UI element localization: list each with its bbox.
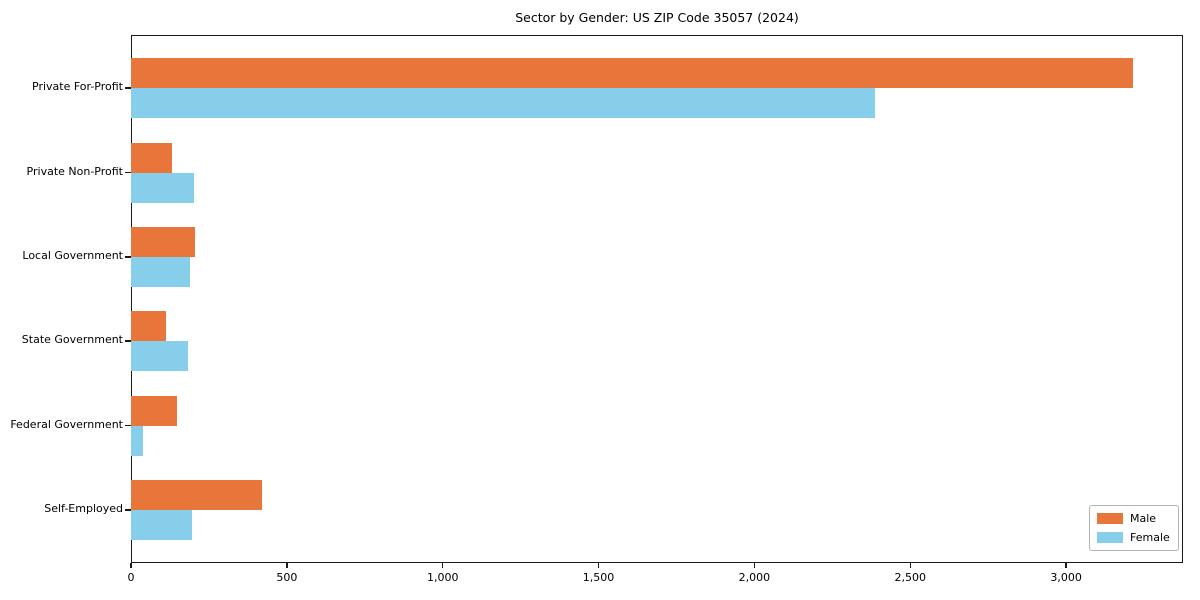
x-tick-label-3000: 3,000 bbox=[1050, 571, 1082, 584]
y-tick-label-local-government: Local Government bbox=[22, 248, 123, 262]
x-tick-label-1000: 1,000 bbox=[426, 571, 459, 584]
legend-label-male: Male bbox=[1130, 512, 1157, 525]
bar-female-federal-government bbox=[131, 425, 143, 456]
legend-label-female: Female bbox=[1130, 531, 1170, 544]
x-tick-label-500: 500 bbox=[276, 571, 298, 584]
bar-female-private-for-profit bbox=[131, 88, 876, 119]
y-tick-label-state-government: State Government bbox=[21, 333, 123, 347]
y-tick-label-federal-government: Federal Government bbox=[10, 417, 123, 431]
x-tick-label-1500: 1,500 bbox=[582, 571, 615, 584]
legend-swatch-male bbox=[1097, 513, 1123, 524]
bar-female-self-employed bbox=[131, 509, 193, 540]
legend-item-male: Male bbox=[1097, 512, 1170, 525]
bar-male-local-government bbox=[131, 226, 195, 257]
y-tick-mark bbox=[125, 340, 131, 342]
bar-female-state-government bbox=[131, 341, 189, 372]
bar-female-local-government bbox=[131, 256, 191, 287]
bar-male-self-employed bbox=[131, 479, 262, 510]
bar-male-federal-government bbox=[131, 395, 177, 426]
y-tick-label-private-non-profit: Private Non-Profit bbox=[26, 164, 123, 178]
legend-item-female: Female bbox=[1097, 531, 1170, 544]
legend: Male Female bbox=[1089, 505, 1179, 551]
x-tick-label-2500: 2,500 bbox=[894, 571, 927, 584]
x-tick-mark bbox=[753, 563, 756, 568]
plot-area bbox=[131, 35, 1183, 563]
x-tick-label-0: 0 bbox=[127, 571, 135, 584]
y-tick-mark bbox=[125, 256, 131, 258]
x-tick-mark bbox=[1065, 563, 1067, 568]
x-tick-mark bbox=[909, 563, 911, 568]
x-tick-label-2000: 2,000 bbox=[738, 571, 771, 584]
bar-female-private-non-profit bbox=[131, 172, 194, 203]
bar-male-state-government bbox=[131, 311, 166, 342]
y-tick-label-private-for-profit: Private For-Profit bbox=[32, 80, 123, 94]
y-tick-mark bbox=[125, 87, 131, 89]
y-tick-mark bbox=[125, 509, 131, 511]
x-tick-mark bbox=[441, 563, 444, 568]
chart-title: Sector by Gender: US ZIP Code 35057 (202… bbox=[515, 10, 799, 25]
x-tick-mark bbox=[286, 563, 288, 568]
legend-swatch-female bbox=[1097, 532, 1123, 543]
bar-male-private-non-profit bbox=[131, 142, 173, 173]
x-tick-mark bbox=[130, 563, 132, 568]
y-tick-label-self-employed: Self-Employed bbox=[44, 501, 123, 515]
y-tick-mark bbox=[125, 424, 131, 427]
x-tick-mark bbox=[597, 563, 600, 568]
bar-male-private-for-profit bbox=[131, 58, 1133, 89]
y-tick-mark bbox=[125, 171, 131, 174]
